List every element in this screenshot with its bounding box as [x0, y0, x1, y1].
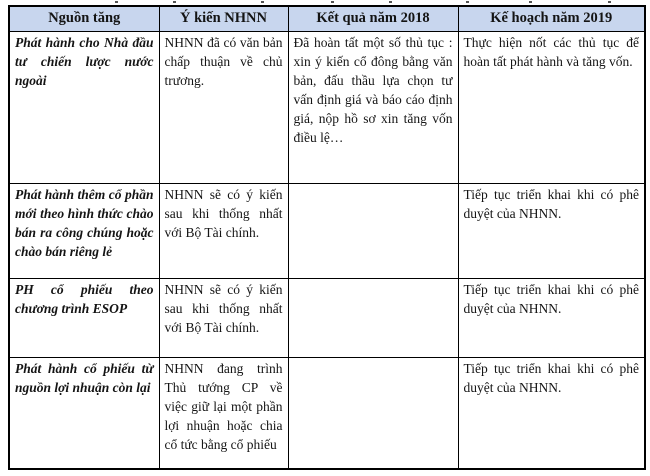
cell-result-2018: [287, 277, 459, 358]
header-source: Nguồn tăng: [8, 5, 160, 32]
cell-result-2018: [287, 182, 459, 279]
header-opinion: Ý kiến NHNN: [158, 5, 289, 32]
cell-opinion: NHNN sẽ có ý kiến sau khi thống nhất với…: [158, 182, 289, 279]
header-row: Nguồn tăng Ý kiến NHNN Kết quả năm 2018 …: [8, 5, 646, 32]
cell-opinion: NHNN đang trình Thủ tướng CP về việc giữ…: [158, 356, 289, 470]
cell-result-2018: [287, 356, 459, 470]
table-row: Phát hành cho Nhà đầu tư chiến lược nước…: [8, 30, 646, 184]
header-result-2018: Kết quả năm 2018: [287, 5, 459, 32]
cell-source: PH cổ phiếu theo chương trình ESOP: [8, 277, 160, 358]
cell-result-2018: Đã hoàn tất một số thủ tục : xin ý kiến …: [287, 30, 459, 184]
cropped-text-remnant: [115, 1, 118, 3]
capital-increase-table: Nguồn tăng Ý kiến NHNN Kết quả năm 2018 …: [8, 5, 646, 470]
cell-plan-2019: Tiếp tục triển khai khi có phê duyệt của…: [457, 356, 646, 470]
cell-opinion: NHNN sẽ có ý kiến sau khi thống nhất với…: [158, 277, 289, 358]
table-row: PH cổ phiếu theo chương trình ESOP NHNN …: [8, 277, 646, 358]
cell-plan-2019: Thực hiện nốt các thủ tục để hoàn tất ph…: [457, 30, 646, 184]
cell-plan-2019: Tiếp tục triển khai khi có phê duyệt của…: [457, 277, 646, 358]
cell-plan-2019: Tiếp tục triển khai khi có phê duyệt của…: [457, 182, 646, 279]
cell-opinion: NHNN đã có văn bản chấp thuận về chủ trư…: [158, 30, 289, 184]
table-row: Phát hành cổ phiếu từ nguồn lợi nhuận cò…: [8, 356, 646, 470]
table-row: Phát hành thêm cổ phần mới theo hình thứ…: [8, 182, 646, 279]
header-plan-2019: Kế hoạch năm 2019: [457, 5, 646, 32]
cell-source: Phát hành cho Nhà đầu tư chiến lược nước…: [8, 30, 160, 184]
cell-source: Phát hành thêm cổ phần mới theo hình thứ…: [8, 182, 160, 279]
cell-source: Phát hành cổ phiếu từ nguồn lợi nhuận cò…: [8, 356, 160, 470]
